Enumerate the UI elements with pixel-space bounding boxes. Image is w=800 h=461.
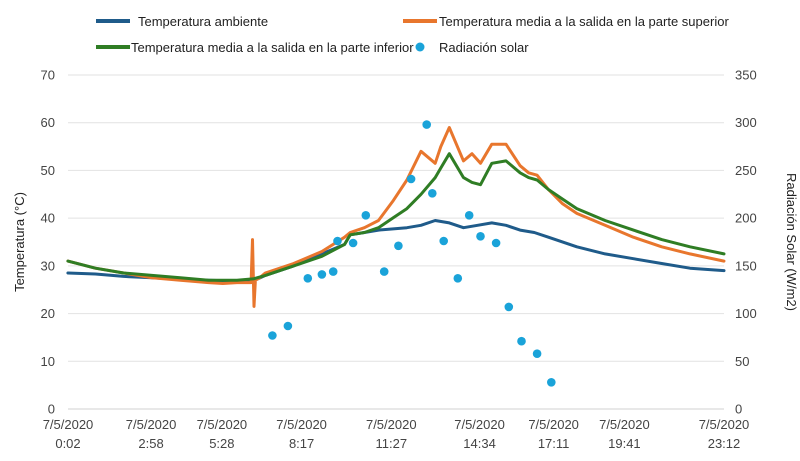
y-left-axis-title: Temperatura (°C)	[12, 192, 27, 292]
y-left-tick-label: 70	[41, 68, 55, 83]
right-axis-ticks: 0 50 100 150 200 250 300 350	[735, 68, 757, 417]
y-left-tick-label: 20	[41, 306, 55, 321]
y-right-axis-title: Radiación Solar (W/m2)	[784, 173, 799, 311]
y-right-tick-label: 200	[735, 211, 757, 226]
x-tick-time: 5:28	[209, 436, 234, 451]
radiation-point	[464, 211, 474, 220]
radiation-point	[317, 270, 327, 279]
y-right-tick-label: 250	[735, 163, 757, 178]
left-axis-ticks: 0 10 20 30 40 50 60 70	[41, 68, 55, 417]
y-right-tick-label: 300	[735, 115, 757, 130]
x-tick-time: 11:27	[375, 436, 407, 451]
radiation-point	[394, 241, 403, 251]
y-left-tick-label: 60	[41, 115, 55, 130]
y-left-tick-label: 10	[41, 354, 55, 369]
x-tick-date: 7/5/2020	[366, 417, 417, 432]
radiation-point	[504, 302, 514, 312]
x-tick-time: 2:58	[138, 436, 163, 451]
y-left-tick-label: 50	[41, 163, 55, 178]
radiation-point	[303, 274, 313, 283]
legend-swatch-radiacion	[415, 42, 425, 52]
radiation-point	[283, 321, 293, 331]
x-axis-ticks: 7/5/2020 0:02 7/5/2020 2:58 7/5/2020 5:28 7/5/…	[43, 417, 750, 451]
y-left-tick-label: 40	[41, 211, 55, 226]
radiation-point	[328, 267, 338, 276]
radiation-points	[268, 120, 556, 387]
x-tick-time: 19:41	[608, 436, 641, 451]
x-tick-date: 7/5/2020	[454, 417, 505, 432]
radiation-point	[476, 232, 485, 241]
legend-label-ambiente: Temperatura ambiente	[138, 14, 268, 29]
radiation-point	[361, 211, 371, 220]
x-tick-date: 7/5/2020	[599, 417, 650, 432]
radiation-point	[532, 349, 542, 359]
radiation-point	[428, 189, 437, 198]
x-tick-time: 14:34	[463, 436, 496, 451]
series-layer	[66, 126, 726, 308]
y-right-tick-label: 350	[735, 68, 757, 83]
y-left-tick-label: 0	[48, 402, 55, 417]
legend-label-radiacion: Radiación solar	[439, 40, 529, 55]
radiation-point	[422, 120, 432, 129]
radiation-point	[348, 238, 358, 248]
radiation-point	[517, 336, 526, 346]
x-tick-date: 7/5/2020	[43, 417, 94, 432]
radiation-point	[333, 236, 342, 246]
legend-label-superior: Temperatura media a la salida en la part…	[439, 14, 729, 29]
x-tick-time: 8:17	[289, 436, 314, 451]
x-tick-date: 7/5/2020	[126, 417, 177, 432]
radiation-point	[268, 331, 277, 340]
series-line-inferior	[66, 152, 726, 282]
x-tick-time: 0:02	[55, 436, 80, 451]
legend-label-inferior: Temperatura media a la salida en la part…	[131, 40, 414, 55]
radiation-point	[453, 274, 463, 283]
x-tick-time: 17:11	[538, 436, 570, 451]
radiation-point	[491, 238, 501, 248]
y-right-tick-label: 50	[735, 354, 749, 369]
y-right-tick-label: 150	[735, 258, 757, 273]
radiation-point	[547, 378, 556, 387]
x-tick-date: 7/5/2020	[528, 417, 579, 432]
y-right-tick-label: 100	[735, 306, 757, 321]
y-left-tick-label: 30	[41, 258, 55, 273]
gridlines	[68, 74, 724, 410]
legend: Temperatura ambiente Temperatura media a…	[96, 14, 729, 55]
radiation-point	[439, 236, 449, 246]
radiation-point	[406, 174, 416, 184]
radiation-point	[379, 267, 389, 276]
x-tick-date: 7/5/2020	[699, 417, 750, 432]
series-line-ambiente	[66, 219, 726, 283]
x-tick-date: 7/5/2020	[276, 417, 327, 432]
x-tick-date: 7/5/2020	[197, 417, 248, 432]
y-right-tick-label: 0	[735, 402, 742, 417]
x-tick-time: 23:12	[708, 436, 741, 451]
